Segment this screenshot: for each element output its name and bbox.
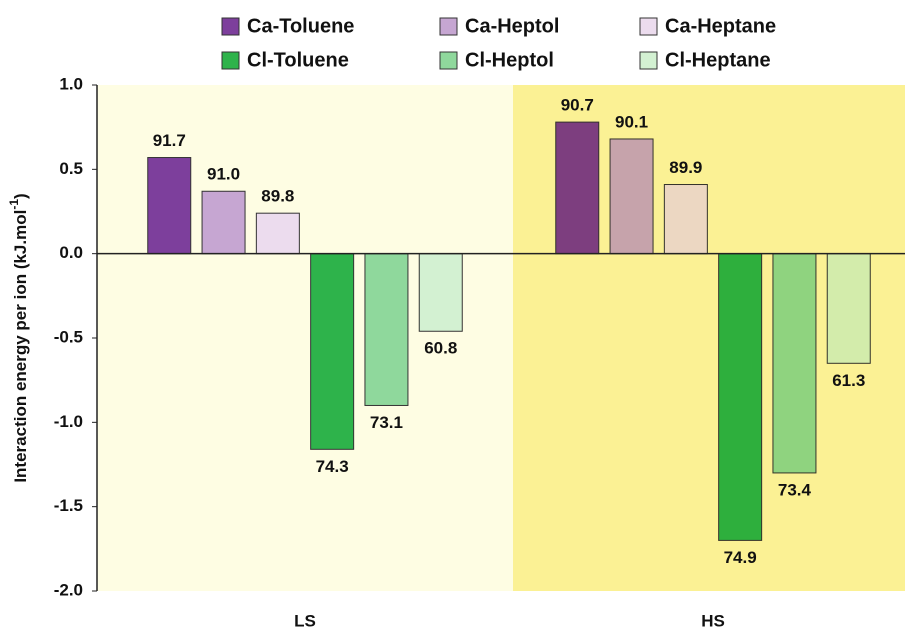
data-label: 90.7 — [561, 96, 594, 115]
data-label: 60.8 — [424, 339, 457, 358]
legend-swatch — [221, 17, 240, 36]
legend-label: Ca-Heptane — [665, 15, 776, 37]
y-tick-label: 1.0 — [59, 74, 83, 93]
y-label-sup: -1 — [7, 199, 21, 210]
data-label: 73.4 — [778, 480, 812, 499]
legend-label: Ca-Heptol — [465, 15, 559, 37]
data-label: 89.8 — [261, 187, 294, 206]
y-tick-label: -0.5 — [54, 327, 83, 346]
legend-swatch — [221, 51, 240, 70]
x-tick-label: HS — [701, 611, 725, 630]
bar — [418, 253, 463, 332]
data-label: 73.1 — [370, 413, 403, 432]
legend-label: Cl-Toluene — [247, 49, 349, 71]
legend-swatch — [639, 51, 658, 70]
data-label: 89.9 — [669, 158, 702, 177]
legend-swatch — [439, 51, 458, 70]
hs-tint — [513, 85, 905, 591]
bar — [310, 253, 355, 450]
y-label-main: Interaction energy per ion (kJ.mol — [11, 210, 30, 483]
legend-label: Cl-Heptane — [665, 49, 771, 71]
x-tick-label: LS — [294, 611, 316, 630]
legend-label: Ca-Toluene — [247, 15, 354, 37]
data-label: 91.0 — [207, 165, 240, 184]
bar — [147, 157, 192, 255]
y-tick-label: -1.5 — [54, 496, 83, 515]
y-tick-label: -2.0 — [54, 580, 83, 599]
data-label: 91.7 — [153, 131, 186, 150]
y-tick-label: -1.0 — [54, 412, 83, 431]
data-label: 74.3 — [316, 457, 349, 476]
data-label: 90.1 — [615, 112, 648, 131]
data-label: 74.9 — [724, 548, 757, 567]
y-tick-label: 0.0 — [59, 243, 83, 262]
bar — [255, 212, 300, 255]
legend-swatch — [639, 17, 658, 36]
y-label-suffix: ) — [11, 193, 30, 199]
legend-label: Cl-Heptol — [465, 49, 554, 71]
y-tick-label: 0.5 — [59, 159, 83, 178]
bar — [364, 253, 409, 406]
bar — [201, 190, 246, 255]
legend-swatch — [439, 17, 458, 36]
data-label: 61.3 — [832, 371, 865, 390]
y-axis-label: Interaction energy per ion (kJ.mol-1) — [7, 193, 30, 482]
